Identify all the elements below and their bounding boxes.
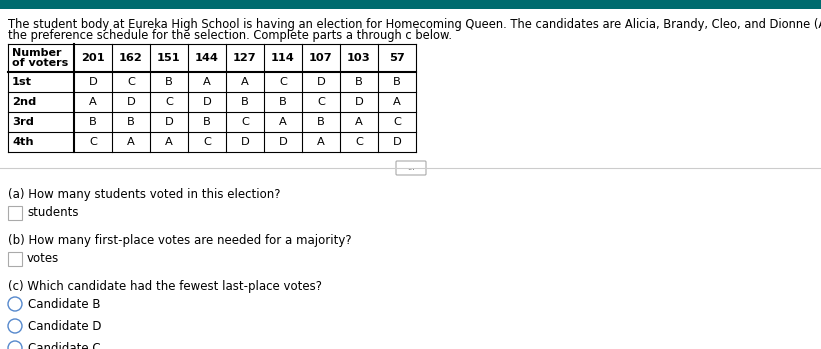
Text: the preference schedule for the selection. Complete parts a through c below.: the preference schedule for the selectio… — [8, 29, 452, 42]
Text: A: A — [355, 117, 363, 127]
Text: (c) Which candidate had the fewest last-place votes?: (c) Which candidate had the fewest last-… — [8, 280, 322, 293]
Text: 114: 114 — [271, 53, 295, 63]
Text: C: C — [279, 77, 287, 87]
Text: (b) How many first-place votes are needed for a majority?: (b) How many first-place votes are neede… — [8, 234, 351, 247]
Text: A: A — [127, 137, 135, 147]
Text: D: D — [278, 137, 287, 147]
Text: C: C — [89, 137, 97, 147]
Text: 201: 201 — [81, 53, 105, 63]
Text: B: B — [127, 117, 135, 127]
Text: Candidate C: Candidate C — [28, 342, 101, 349]
Text: D: D — [203, 97, 211, 107]
Text: 1st: 1st — [12, 77, 32, 87]
Bar — [0, 0, 821, 9]
Text: D: D — [165, 117, 173, 127]
Text: A: A — [241, 77, 249, 87]
Text: B: B — [89, 117, 97, 127]
Text: D: D — [355, 97, 364, 107]
Text: (a) How many students voted in this election?: (a) How many students voted in this elec… — [8, 188, 281, 201]
Text: D: D — [317, 77, 325, 87]
Text: A: A — [279, 117, 287, 127]
Text: B: B — [355, 77, 363, 87]
Bar — [8, 206, 22, 220]
Text: A: A — [165, 137, 173, 147]
Circle shape — [8, 319, 22, 333]
Text: C: C — [317, 97, 325, 107]
Text: Candidate B: Candidate B — [28, 297, 100, 311]
Text: B: B — [165, 77, 173, 87]
Text: B: B — [279, 97, 287, 107]
Text: B: B — [393, 77, 401, 87]
Text: Candidate D: Candidate D — [28, 319, 102, 333]
Text: C: C — [355, 137, 363, 147]
Text: B: B — [203, 117, 211, 127]
Text: C: C — [127, 77, 135, 87]
Text: D: D — [89, 77, 98, 87]
Text: C: C — [393, 117, 401, 127]
Text: C: C — [241, 117, 249, 127]
Text: 57: 57 — [389, 53, 405, 63]
Text: 2nd: 2nd — [12, 97, 36, 107]
Text: 3rd: 3rd — [12, 117, 34, 127]
Circle shape — [8, 297, 22, 311]
Text: B: B — [317, 117, 325, 127]
Text: 4th: 4th — [12, 137, 34, 147]
Text: A: A — [317, 137, 325, 147]
Bar — [8, 252, 22, 266]
Text: D: D — [126, 97, 135, 107]
FancyBboxPatch shape — [396, 161, 426, 175]
Text: A: A — [89, 97, 97, 107]
Text: 127: 127 — [233, 53, 257, 63]
Text: The student body at Eureka High School is having an election for Homecoming Quee: The student body at Eureka High School i… — [8, 18, 821, 31]
Text: 151: 151 — [157, 53, 181, 63]
Text: 162: 162 — [119, 53, 143, 63]
Text: A: A — [393, 97, 401, 107]
Text: D: D — [241, 137, 250, 147]
Text: votes: votes — [27, 252, 59, 266]
Text: students: students — [27, 207, 79, 220]
Text: 107: 107 — [310, 53, 333, 63]
Text: 144: 144 — [195, 53, 219, 63]
Text: B: B — [241, 97, 249, 107]
Text: ...: ... — [407, 163, 415, 172]
Text: Number: Number — [12, 48, 62, 58]
Text: A: A — [203, 77, 211, 87]
Text: 103: 103 — [347, 53, 371, 63]
Text: of voters: of voters — [12, 58, 68, 68]
Text: D: D — [392, 137, 401, 147]
Text: C: C — [165, 97, 173, 107]
Text: C: C — [203, 137, 211, 147]
Circle shape — [8, 341, 22, 349]
